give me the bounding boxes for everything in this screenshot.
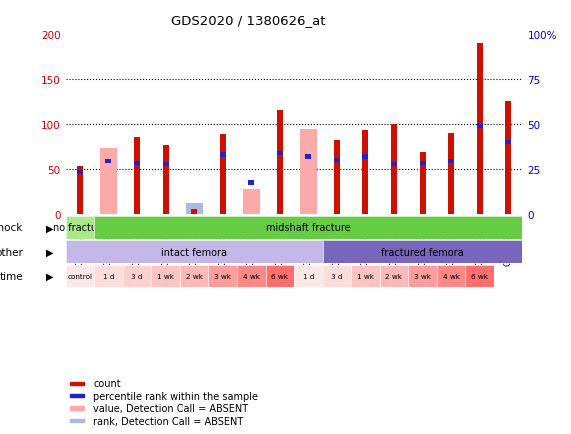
Bar [186,204,203,215]
Text: rank, Detection Call = ABSENT: rank, Detection Call = ABSENT [93,416,243,426]
Bar [505,102,511,215]
Bar [334,141,340,215]
Bar [448,134,454,215]
Text: no fracture: no fracture [53,223,107,233]
Bar [363,155,368,159]
Bar [248,181,254,186]
Text: percentile rank within the sample: percentile rank within the sample [93,391,258,401]
Bar [163,162,168,167]
Bar [391,125,397,215]
Text: 3 wk: 3 wk [414,273,431,279]
Bar [305,155,311,159]
Text: control: control [67,273,93,279]
Text: ▶: ▶ [46,272,54,281]
Text: 1 d: 1 d [103,273,114,279]
Text: count: count [93,378,120,388]
Bar [77,170,83,175]
Bar [334,158,340,163]
Bar [505,141,511,145]
Bar [70,382,84,385]
Text: 3 d: 3 d [331,273,343,279]
Bar [134,161,140,166]
Bar [420,153,425,215]
Text: shock: shock [0,223,23,233]
Text: GDS2020 / 1380626_at: GDS2020 / 1380626_at [171,14,326,27]
Bar [100,148,117,215]
Text: fractured femora: fractured femora [381,247,464,257]
Text: midshaft fracture: midshaft fracture [266,223,351,233]
Bar [163,145,168,215]
Text: 3 wk: 3 wk [214,273,231,279]
Text: time: time [0,272,23,281]
Text: other: other [0,247,23,257]
Bar [363,131,368,215]
Bar [477,124,482,129]
Text: 4 wk: 4 wk [243,273,260,279]
Bar [243,190,260,215]
Bar [77,166,83,215]
Bar [70,394,84,398]
Text: 1 d: 1 d [303,273,314,279]
Text: ▶: ▶ [46,247,54,257]
Text: 6 wk: 6 wk [271,273,288,279]
Bar [277,151,283,156]
Text: 3 d: 3 d [131,273,143,279]
Bar [448,159,454,164]
Bar [106,159,111,164]
Text: 2 wk: 2 wk [186,273,203,279]
Bar [70,419,84,422]
Text: intact femora: intact femora [161,247,227,257]
Text: 6 wk: 6 wk [471,273,488,279]
Bar [477,44,482,215]
Bar [220,135,226,215]
Bar [391,162,397,167]
Bar [277,110,283,215]
Text: ▶: ▶ [46,223,54,233]
Bar [191,210,197,215]
Bar [220,153,226,158]
Bar [300,129,317,215]
Bar [70,407,84,410]
Text: 1 wk: 1 wk [157,273,174,279]
Text: 2 wk: 2 wk [385,273,403,279]
Text: value, Detection Call = ABSENT: value, Detection Call = ABSENT [93,403,248,413]
Text: 4 wk: 4 wk [443,273,460,279]
Bar [134,138,140,215]
Text: 1 wk: 1 wk [357,273,374,279]
Bar [420,161,425,166]
